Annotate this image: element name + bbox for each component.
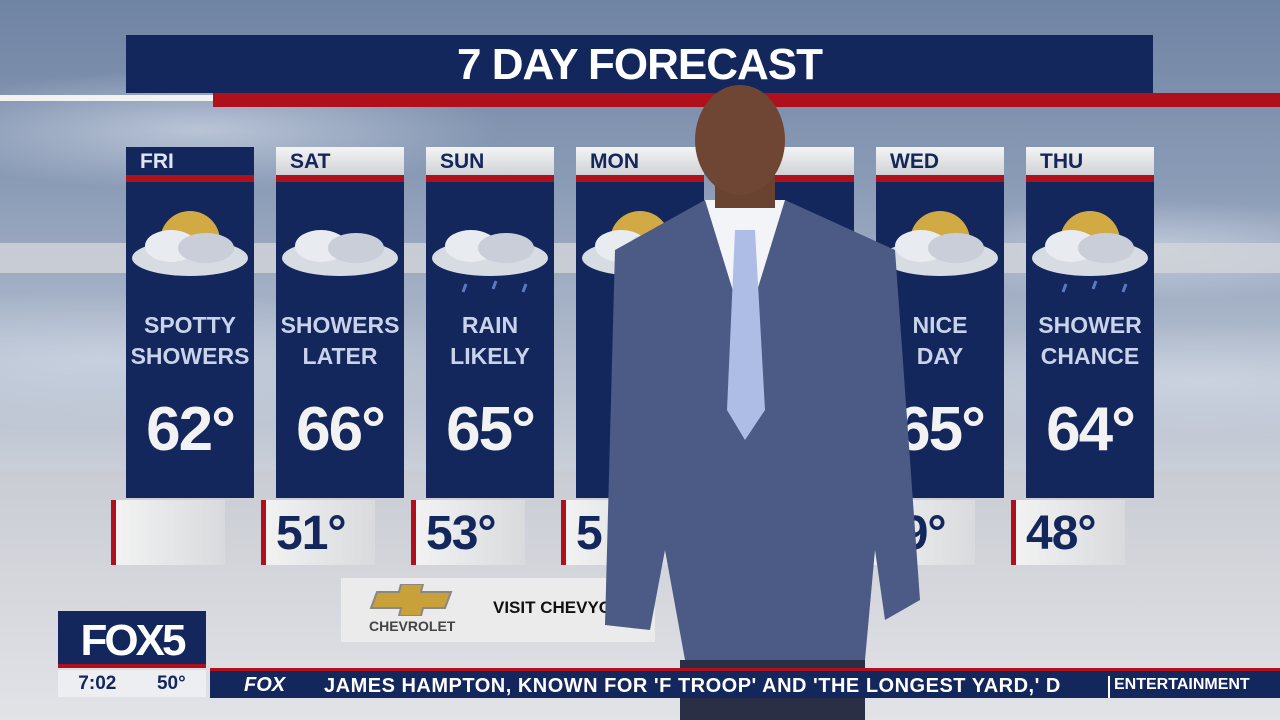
rain-cloud-icon	[432, 230, 548, 293]
day-panel: SHOWERS LATER 66°	[276, 182, 404, 498]
ad-text: VISIT CHEVYC	[493, 598, 612, 617]
high-temp: 62°	[146, 395, 236, 464]
red-stripe	[126, 175, 254, 182]
day-label: SUN	[426, 147, 554, 175]
day-panel: RAIN LIKELY 65°	[426, 182, 554, 498]
forecast-day-fri: FRI SPOTTY SHOWERS 62°	[126, 147, 254, 498]
condition-text: SHOWER CHANCE	[1038, 312, 1142, 369]
condition-text: NICE DAY	[912, 312, 968, 369]
day-panel: NICE DAY 65°	[876, 182, 1004, 498]
high-temp: 64°	[1046, 395, 1136, 464]
low-temp: 53°	[411, 500, 525, 565]
forecast-day-sat: SAT SHOWERS LATER 66°	[276, 147, 404, 498]
forecast-day-sun: SUN RAIN LIKELY 65°	[426, 147, 554, 498]
chevrolet-wordmark: CHEVROLET	[369, 618, 456, 634]
day-label: SAT	[276, 147, 404, 175]
condition-text: SPOTTY SHOWERS	[130, 312, 250, 369]
forecast-day-wed: WED NICE DAY 65°	[876, 147, 1004, 498]
day-panel: SHOWER CHANCE 64°	[1026, 182, 1154, 498]
high-temp: 66°	[296, 395, 386, 464]
red-stripe	[576, 175, 704, 182]
day-panel: SPOTTY SHOWERS 62°	[126, 182, 254, 498]
red-stripe	[876, 175, 1004, 182]
red-stripe	[426, 175, 554, 182]
day-label: THU	[1026, 147, 1154, 175]
condition-text: RAIN LIKELY	[450, 312, 530, 369]
high-temp: 65°	[446, 395, 536, 464]
day-label: MON	[576, 147, 704, 175]
partly-sunny-cloud-icon	[882, 211, 998, 276]
time-temp-bug: 7:02 50°	[58, 670, 206, 697]
ticker-category: ENTERTAINMENT	[1108, 676, 1250, 698]
red-stripe	[726, 175, 854, 182]
cloud-icon	[282, 230, 398, 276]
fox5-logo: FOX5	[58, 611, 206, 668]
red-stripe	[1026, 175, 1154, 182]
day-label: FRI	[126, 147, 254, 175]
current-time: 7:02	[78, 673, 117, 694]
low-temp	[111, 500, 225, 565]
high-temp: 65°	[896, 395, 986, 464]
forecast-day-thu: THU SHOWER CHANCE 64°	[1026, 147, 1154, 498]
presenter	[605, 85, 920, 720]
day-label: WED	[876, 147, 1004, 175]
news-ticker: FOX JAMES HAMPTON, KNOWN FOR 'F TROOP' A…	[210, 668, 1280, 698]
low-temp: 51°	[261, 500, 375, 565]
chevrolet-ad: CHEVROLET VISIT CHEVYC	[341, 578, 655, 642]
chevrolet-bowtie-icon	[369, 584, 453, 616]
divider	[0, 95, 213, 101]
ticker-headline: JAMES HAMPTON, KNOWN FOR 'F TROOP' AND '…	[324, 675, 1061, 697]
low-temp: 48°	[1011, 500, 1125, 565]
current-temp: 50°	[156, 673, 186, 694]
partly-sunny-cloud-icon	[132, 211, 248, 276]
sun-cloud-rain-icon	[1032, 211, 1148, 293]
red-stripe	[276, 175, 404, 182]
forecast-title: 7 DAY FORECAST	[126, 35, 1153, 93]
condition-text: SHOWERS LATER	[280, 312, 400, 369]
fox-network-logo: FOX	[244, 674, 286, 696]
